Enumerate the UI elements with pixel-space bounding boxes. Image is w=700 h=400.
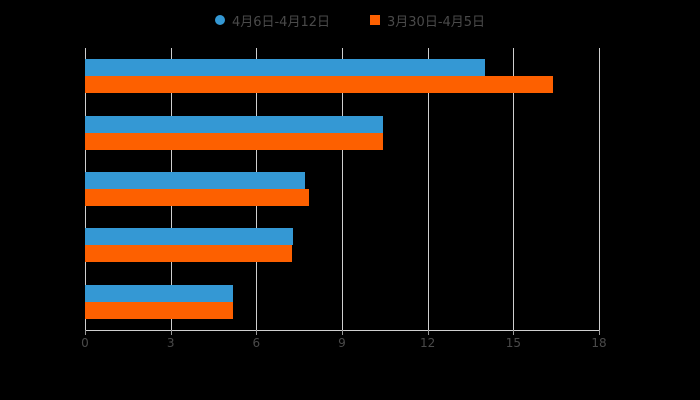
- gridline-15: [513, 48, 515, 330]
- bar-英国-series-2[interactable]: [85, 76, 554, 94]
- x-tick-mark-9: [342, 330, 343, 335]
- chart-legend: 4月6日-4月12日 3月30日-4月5日: [0, 10, 700, 30]
- x-tick-label: 0: [81, 336, 89, 350]
- gridline-12: [427, 48, 429, 330]
- x-tick-label: 3: [166, 336, 175, 350]
- x-tick-label: 15: [505, 336, 521, 350]
- x-tick-mark-18: [599, 330, 600, 335]
- bar-中国-series-2[interactable]: [85, 301, 234, 319]
- legend-label-series-1: 4月6日-4月12日: [231, 14, 330, 30]
- legend-entry-series-2[interactable]: 3月30日-4月5日: [370, 11, 485, 30]
- bar-日本-series-2[interactable]: [85, 132, 384, 150]
- x-tick-mark-15: [513, 330, 515, 335]
- bar-德国-series-1[interactable]: [85, 172, 305, 189]
- x-tick-mark-0: [85, 330, 86, 335]
- legend-circle-marker-icon: [214, 15, 225, 25]
- gridline-9: [342, 48, 343, 330]
- legend-label-series-2: 3月30日-4月5日: [387, 14, 486, 30]
- x-tick-label: 18: [591, 336, 607, 350]
- bar-美国-series-1[interactable]: [85, 228, 294, 246]
- bar-中国-series-1[interactable]: [85, 284, 234, 302]
- x-tick-label: 9: [338, 336, 346, 350]
- gridline-18: [599, 48, 600, 330]
- x-tick-label: 6: [252, 336, 261, 350]
- x-tick-mark-12: [427, 330, 429, 335]
- bar-日本-series-1[interactable]: [85, 115, 384, 133]
- legend-entry-series-1[interactable]: 4月6日-4月12日: [214, 11, 330, 30]
- x-tick-mark-3: [170, 330, 172, 335]
- x-tick-mark-6: [256, 330, 258, 335]
- plot-area: [85, 48, 600, 330]
- bar-德国-series-2[interactable]: [85, 189, 310, 206]
- bar-美国-series-2[interactable]: [85, 245, 293, 263]
- x-tick-label: 12: [420, 336, 436, 350]
- bar-英国-series-1[interactable]: [85, 59, 485, 77]
- legend-square-marker-icon: [370, 15, 380, 25]
